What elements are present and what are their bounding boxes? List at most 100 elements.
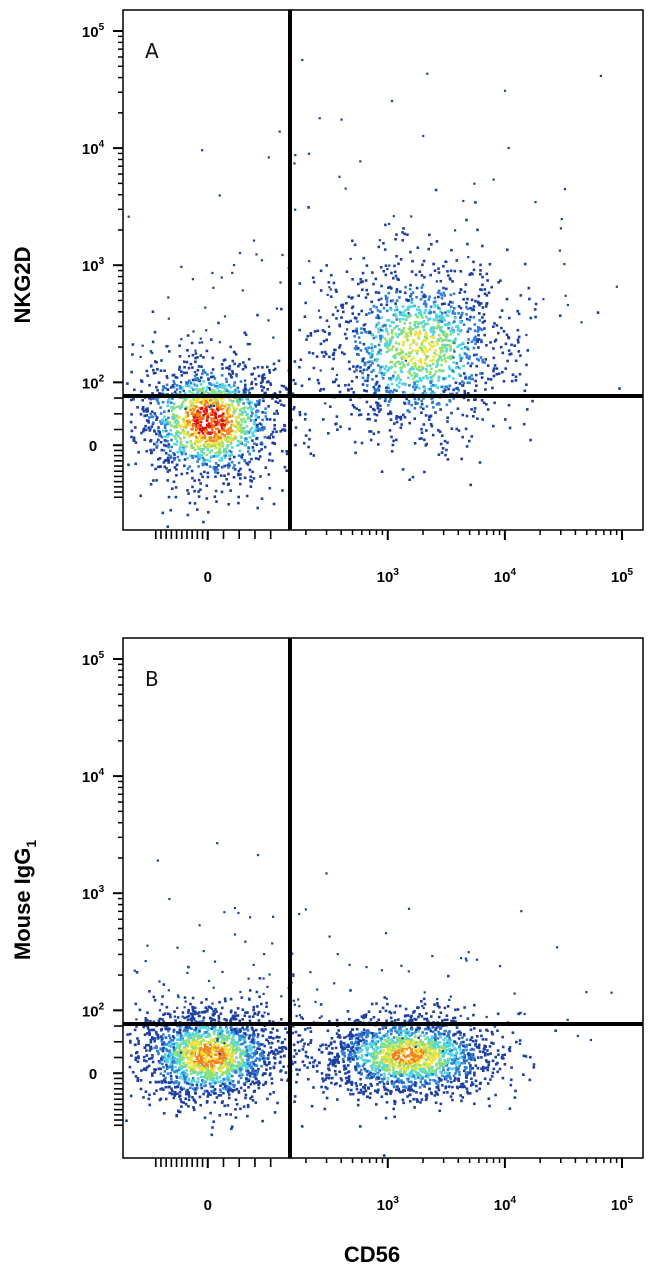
- event-dot: [196, 427, 199, 431]
- event-dot: [239, 1072, 242, 1075]
- event-dot: [274, 1053, 277, 1056]
- event-dot: [173, 457, 177, 460]
- event-dot: [221, 386, 225, 390]
- event-dot: [366, 417, 369, 421]
- event-dot: [439, 292, 443, 296]
- event-dot: [179, 1067, 182, 1070]
- event-dot: [205, 406, 208, 409]
- event-dot: [449, 357, 452, 361]
- event-dot: [218, 415, 221, 418]
- event-dot: [213, 1046, 216, 1049]
- event-dot: [377, 298, 381, 302]
- event-dot: [369, 364, 372, 367]
- event-dot: [248, 1074, 252, 1078]
- event-dot: [241, 1008, 245, 1011]
- event-dot: [489, 378, 493, 381]
- event-dot: [229, 391, 232, 394]
- event-dot: [226, 429, 229, 432]
- event-dot: [202, 416, 205, 419]
- event-dot: [249, 419, 253, 422]
- event-dot: [375, 413, 379, 417]
- event-dot: [384, 223, 387, 227]
- event-dot: [487, 291, 491, 294]
- event-dot: [172, 415, 176, 418]
- event-dot: [141, 406, 145, 409]
- event-dot: [275, 1049, 279, 1052]
- event-dot: [251, 470, 254, 474]
- event-dot: [352, 365, 355, 368]
- event-dot: [261, 380, 264, 383]
- event-dot: [234, 415, 238, 419]
- event-dot: [469, 377, 473, 381]
- event-dot: [178, 385, 182, 388]
- event-dot: [211, 413, 215, 416]
- event-dot: [409, 343, 412, 346]
- event-dot: [180, 338, 183, 341]
- y-tick-label: 103: [82, 256, 105, 275]
- event-dot: [225, 416, 228, 420]
- event-dot: [262, 992, 265, 995]
- event-dot: [203, 446, 207, 449]
- event-dot: [415, 343, 418, 347]
- event-dot: [470, 340, 474, 344]
- event-dot: [262, 1029, 265, 1033]
- event-dot: [235, 1056, 238, 1060]
- event-dot: [167, 1034, 171, 1037]
- event-dot: [360, 441, 364, 445]
- event-dot: [402, 363, 405, 367]
- event-dot: [194, 1088, 198, 1091]
- event-dot: [243, 1064, 247, 1067]
- event-dot: [319, 316, 322, 319]
- event-dot: [338, 390, 342, 394]
- event-dot: [420, 378, 423, 381]
- event-dot: [244, 379, 247, 382]
- event-dot: [441, 369, 445, 372]
- event-dot: [248, 392, 251, 395]
- event-dot: [266, 1057, 270, 1060]
- event-dot: [436, 343, 439, 346]
- event-dot: [218, 1066, 221, 1069]
- event-dot: [180, 381, 183, 384]
- event-dot: [180, 1072, 183, 1076]
- event-dot: [158, 381, 161, 384]
- event-dot: [497, 331, 500, 335]
- event-dot: [130, 398, 133, 402]
- event-dot: [481, 321, 485, 324]
- event-dot: [244, 420, 247, 424]
- event-dot: [188, 501, 192, 505]
- event-dot: [231, 400, 234, 403]
- event-dot: [168, 1054, 172, 1057]
- event-dot: [247, 1079, 250, 1083]
- event-dot: [414, 349, 418, 352]
- event-dot: [356, 347, 360, 350]
- event-dot: [193, 1006, 197, 1010]
- event-dot: [220, 1101, 224, 1104]
- event-dot: [190, 1055, 193, 1058]
- event-dot: [155, 479, 158, 482]
- event-dot: [126, 382, 129, 385]
- event-dot: [191, 456, 194, 460]
- event-dot: [224, 1043, 227, 1046]
- event-dot: [163, 435, 167, 438]
- event-dot: [459, 343, 463, 346]
- event-dot: [465, 301, 468, 305]
- event-dot: [197, 1063, 200, 1067]
- event-dot: [404, 353, 408, 356]
- event-dot: [387, 400, 391, 403]
- event-dot: [248, 460, 251, 464]
- event-dot: [435, 340, 439, 344]
- event-dot: [213, 397, 216, 401]
- event-dot: [435, 353, 438, 356]
- event-dot: [221, 1082, 225, 1086]
- event-dot: [273, 1062, 277, 1065]
- event-dot: [146, 944, 149, 947]
- event-dot: [445, 314, 448, 317]
- event-dot: [226, 432, 230, 436]
- event-dot: [263, 391, 266, 395]
- event-dot: [320, 351, 324, 354]
- event-dot: [150, 1028, 154, 1032]
- event-dot: [525, 333, 528, 337]
- event-dot: [157, 1067, 161, 1071]
- event-dot: [223, 1082, 227, 1086]
- event-dot: [423, 335, 427, 339]
